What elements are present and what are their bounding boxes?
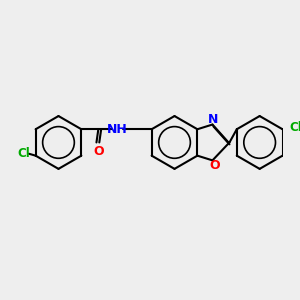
Text: N: N (208, 113, 219, 126)
Text: O: O (209, 159, 220, 172)
Text: Cl: Cl (289, 121, 300, 134)
Text: NH: NH (107, 123, 128, 136)
Text: O: O (93, 145, 104, 158)
Text: Cl: Cl (17, 147, 30, 160)
